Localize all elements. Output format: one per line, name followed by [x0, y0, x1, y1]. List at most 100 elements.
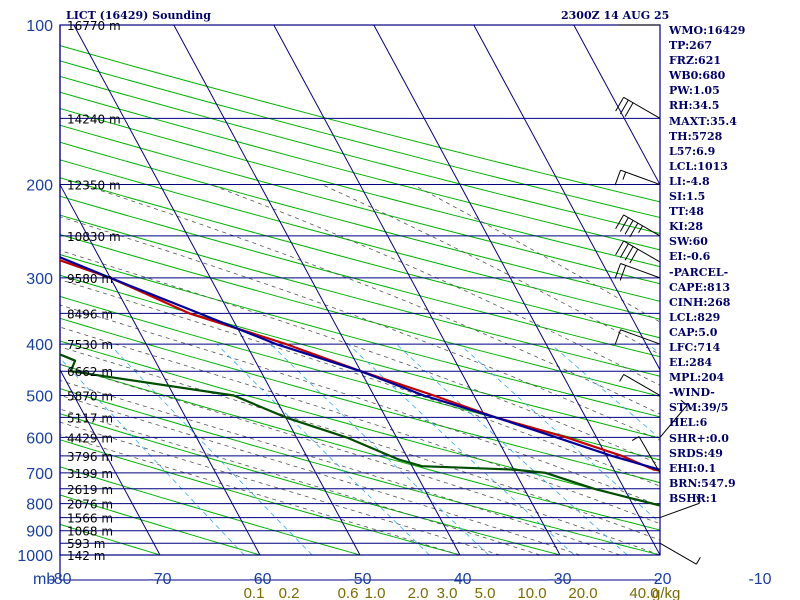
- height-label: 142 m: [67, 549, 105, 563]
- index-row: KI:28: [669, 220, 704, 234]
- index-row: SRDS:49: [669, 446, 723, 460]
- isotherm: [573, 25, 660, 186]
- barb-flag: [614, 170, 622, 186]
- barb-flag: [614, 263, 622, 279]
- moist-adiabat: [60, 394, 581, 555]
- height-label: 8496 m: [67, 307, 113, 321]
- wind-barb-layer: [614, 24, 701, 565]
- index-row: BRN:547.9: [669, 476, 736, 490]
- temperature-tick-label: -80: [48, 571, 71, 588]
- height-label: 2076 m: [67, 498, 113, 512]
- wind-barb: [615, 240, 661, 264]
- barb-flag: [629, 222, 639, 238]
- wind-barb: [659, 399, 688, 438]
- barb-staff: [620, 329, 661, 345]
- temperature-tick-label: -20: [648, 571, 671, 588]
- index-row: PW:1.05: [669, 84, 720, 98]
- index-row: HEL:6: [669, 416, 708, 430]
- barb-staff: [620, 263, 661, 279]
- pressure-tick-label: 400: [26, 337, 53, 354]
- index-row: CINH:268: [669, 295, 731, 309]
- parcel-line: [60, 256, 660, 471]
- wind-barb: [619, 374, 661, 396]
- mixing-ratio-label: 10.0: [517, 585, 546, 600]
- barb-half-flag: [619, 374, 625, 382]
- wind-barb: [614, 169, 661, 186]
- barb-flag: [629, 248, 639, 264]
- barb-flag: [615, 214, 625, 230]
- isotherm: [173, 25, 461, 555]
- height-label: 1068 m: [67, 525, 113, 539]
- barb-staff: [659, 502, 700, 519]
- moist-adiabat: [60, 380, 621, 555]
- isotherm: [473, 25, 660, 371]
- pressure-tick-label: 200: [26, 178, 53, 195]
- pressure-tick-label: 800: [26, 497, 53, 514]
- mixing-ratio-label: 1.0: [365, 585, 386, 600]
- barb-half-flag: [696, 495, 700, 504]
- temperature-tick-label: -50: [348, 571, 371, 588]
- index-row: CAP:5.0: [669, 325, 718, 339]
- barb-flag: [614, 329, 622, 345]
- mixing-ratio-label: 2.0: [408, 585, 429, 600]
- pressure-unit-label: mb: [33, 571, 55, 588]
- temperature-line: [60, 259, 660, 472]
- mixing-ratio-unit: g/kg: [652, 585, 680, 600]
- wind-barb: [615, 214, 661, 238]
- barb-staff: [638, 436, 661, 474]
- mixing-ratio-label: 5.0: [475, 585, 496, 600]
- barb-staff: [623, 240, 661, 263]
- sounding-timestamp: 2300Z 14 AUG 25: [561, 9, 670, 22]
- index-row: MPL:204: [669, 371, 725, 385]
- index-row: EHI:0.1: [669, 461, 717, 475]
- temperature-tick-label: -30: [548, 571, 571, 588]
- height-label: 4429 m: [67, 431, 113, 445]
- moist-adiabat: [60, 421, 501, 555]
- temperature-tick-label: -60: [248, 571, 271, 588]
- barb-half-flag: [695, 557, 701, 565]
- barb-flag: [624, 220, 634, 235]
- mixing-ratio-label: 3.0: [437, 585, 458, 600]
- barb-flag: [624, 246, 634, 261]
- index-row: -PARCEL-: [669, 265, 729, 279]
- index-row: LFC:714: [669, 340, 721, 354]
- height-label: 7530 m: [67, 338, 113, 352]
- barb-flag: [615, 240, 625, 256]
- isotherm: [60, 183, 261, 555]
- index-row: TP:267: [669, 39, 713, 53]
- frame-layer: [59, 24, 661, 581]
- mixing-ratio-line: [752, 344, 800, 555]
- index-row: STM:39/5: [669, 401, 729, 415]
- barb-staff: [623, 96, 661, 119]
- index-row: TH:5728: [669, 129, 723, 143]
- height-label: 10830 m: [67, 230, 121, 244]
- series-layer: [60, 256, 660, 507]
- height-label: 14240 m: [67, 112, 121, 126]
- wind-barb: [614, 263, 661, 281]
- moist-adiabat: [321, 184, 660, 355]
- index-row: EL:284: [669, 356, 713, 370]
- temperature-tick-label: -10: [748, 571, 771, 588]
- height-label: 3199 m: [67, 467, 113, 481]
- index-row: MAXT:35.4: [669, 114, 737, 128]
- mixing-ratio-label: 0.2: [279, 585, 300, 600]
- index-row: LI:-4.8: [669, 174, 710, 188]
- barb-flag: [619, 265, 627, 281]
- mixing-ratio-label: 0.6: [338, 585, 359, 600]
- height-label: 16770 m: [67, 19, 121, 33]
- wind-barb: [615, 96, 661, 119]
- barb-flag: [624, 102, 634, 117]
- barb-staff: [623, 214, 661, 237]
- index-row: L57:6.9: [669, 144, 716, 158]
- index-row: CAPE:813: [669, 280, 730, 294]
- wind-barb: [659, 495, 700, 519]
- barb-half-flag: [622, 171, 627, 180]
- barb-flag: [619, 99, 629, 115]
- index-row: LCL:1013: [669, 159, 728, 173]
- height-label: 5870 m: [67, 389, 113, 403]
- wind-barb: [631, 436, 661, 474]
- temperature-tick-label: -70: [148, 571, 171, 588]
- height-label: 5117 m: [67, 411, 113, 425]
- height-label: 1566 m: [67, 512, 113, 526]
